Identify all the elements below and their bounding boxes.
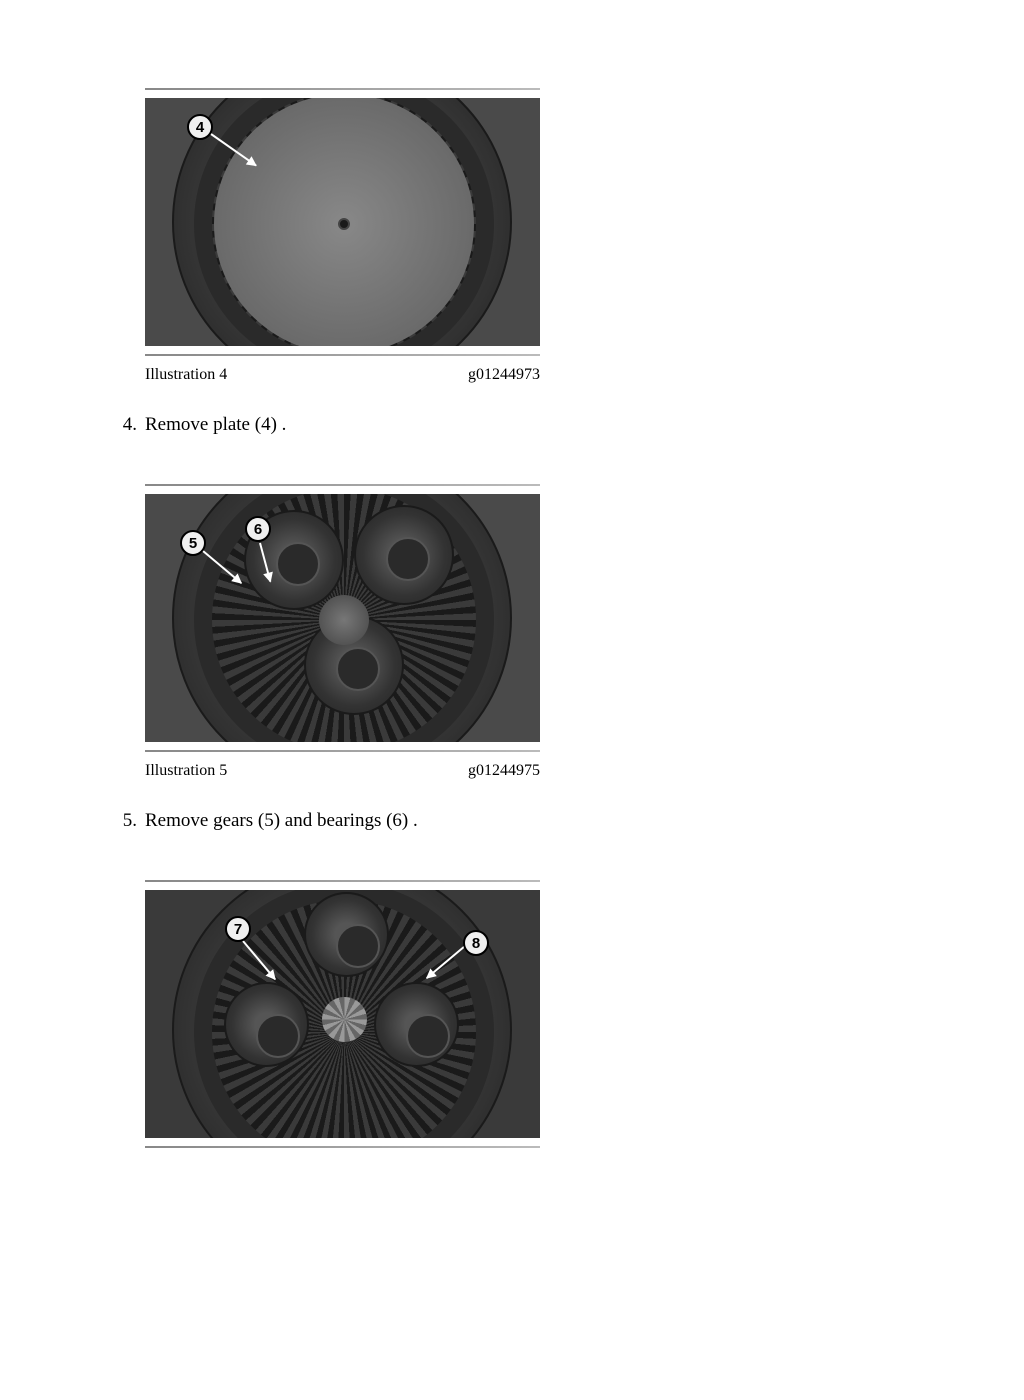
gear-assembly bbox=[172, 494, 512, 742]
planet-gear bbox=[304, 892, 389, 977]
callout-bubble-6: 6 bbox=[245, 516, 271, 542]
sun-gear bbox=[322, 997, 367, 1042]
figure-top-rule bbox=[145, 484, 540, 486]
illustration-label: Illustration 5 bbox=[145, 762, 227, 780]
sun-gear bbox=[319, 595, 369, 645]
step-row: 4. Remove plate (4) . bbox=[110, 414, 914, 436]
callout-bubble-4: 4 bbox=[187, 114, 213, 140]
step-text: Remove plate (4) . bbox=[145, 414, 914, 436]
planet-gear bbox=[354, 505, 454, 605]
figure-bottom-rule bbox=[145, 354, 540, 356]
callout-number: 8 bbox=[472, 935, 480, 952]
center-hole bbox=[338, 218, 350, 230]
step-row: 5. Remove gears (5) and bearings (6) . bbox=[110, 810, 914, 832]
figure-block: 5 6 Illustration 5 g01244975 bbox=[145, 484, 914, 780]
illustration-image-6: 7 8 bbox=[145, 890, 540, 1138]
figure-block: 4 Illustration 4 g01244973 bbox=[145, 88, 914, 384]
step-number: 5. bbox=[110, 810, 145, 832]
figure-bottom-rule bbox=[145, 1146, 540, 1148]
illustration-label: Illustration 4 bbox=[145, 366, 227, 384]
gear-assembly bbox=[172, 890, 512, 1138]
illustration-image-4: 4 bbox=[145, 98, 540, 346]
callout-number: 4 bbox=[196, 119, 204, 136]
planet-gear bbox=[224, 982, 309, 1067]
callout-bubble-8: 8 bbox=[463, 930, 489, 956]
figure-block: 7 8 bbox=[145, 880, 914, 1148]
callout-number: 6 bbox=[254, 521, 262, 538]
illustration-code: g01244975 bbox=[468, 762, 540, 780]
callout-number: 5 bbox=[189, 535, 197, 552]
step-text: Remove gears (5) and bearings (6) . bbox=[145, 810, 914, 832]
figure-top-rule bbox=[145, 88, 540, 90]
gear-assembly bbox=[172, 98, 512, 346]
callout-bubble-5: 5 bbox=[180, 530, 206, 556]
callout-bubble-7: 7 bbox=[225, 916, 251, 942]
figure-top-rule bbox=[145, 880, 540, 882]
illustration-caption-row: Illustration 5 g01244975 bbox=[145, 762, 540, 780]
step-number: 4. bbox=[110, 414, 145, 436]
figure-bottom-rule bbox=[145, 750, 540, 752]
illustration-code: g01244973 bbox=[468, 366, 540, 384]
callout-number: 7 bbox=[234, 921, 242, 938]
planet-gear bbox=[374, 982, 459, 1067]
illustration-caption-row: Illustration 4 g01244973 bbox=[145, 366, 540, 384]
illustration-image-5: 5 6 bbox=[145, 494, 540, 742]
